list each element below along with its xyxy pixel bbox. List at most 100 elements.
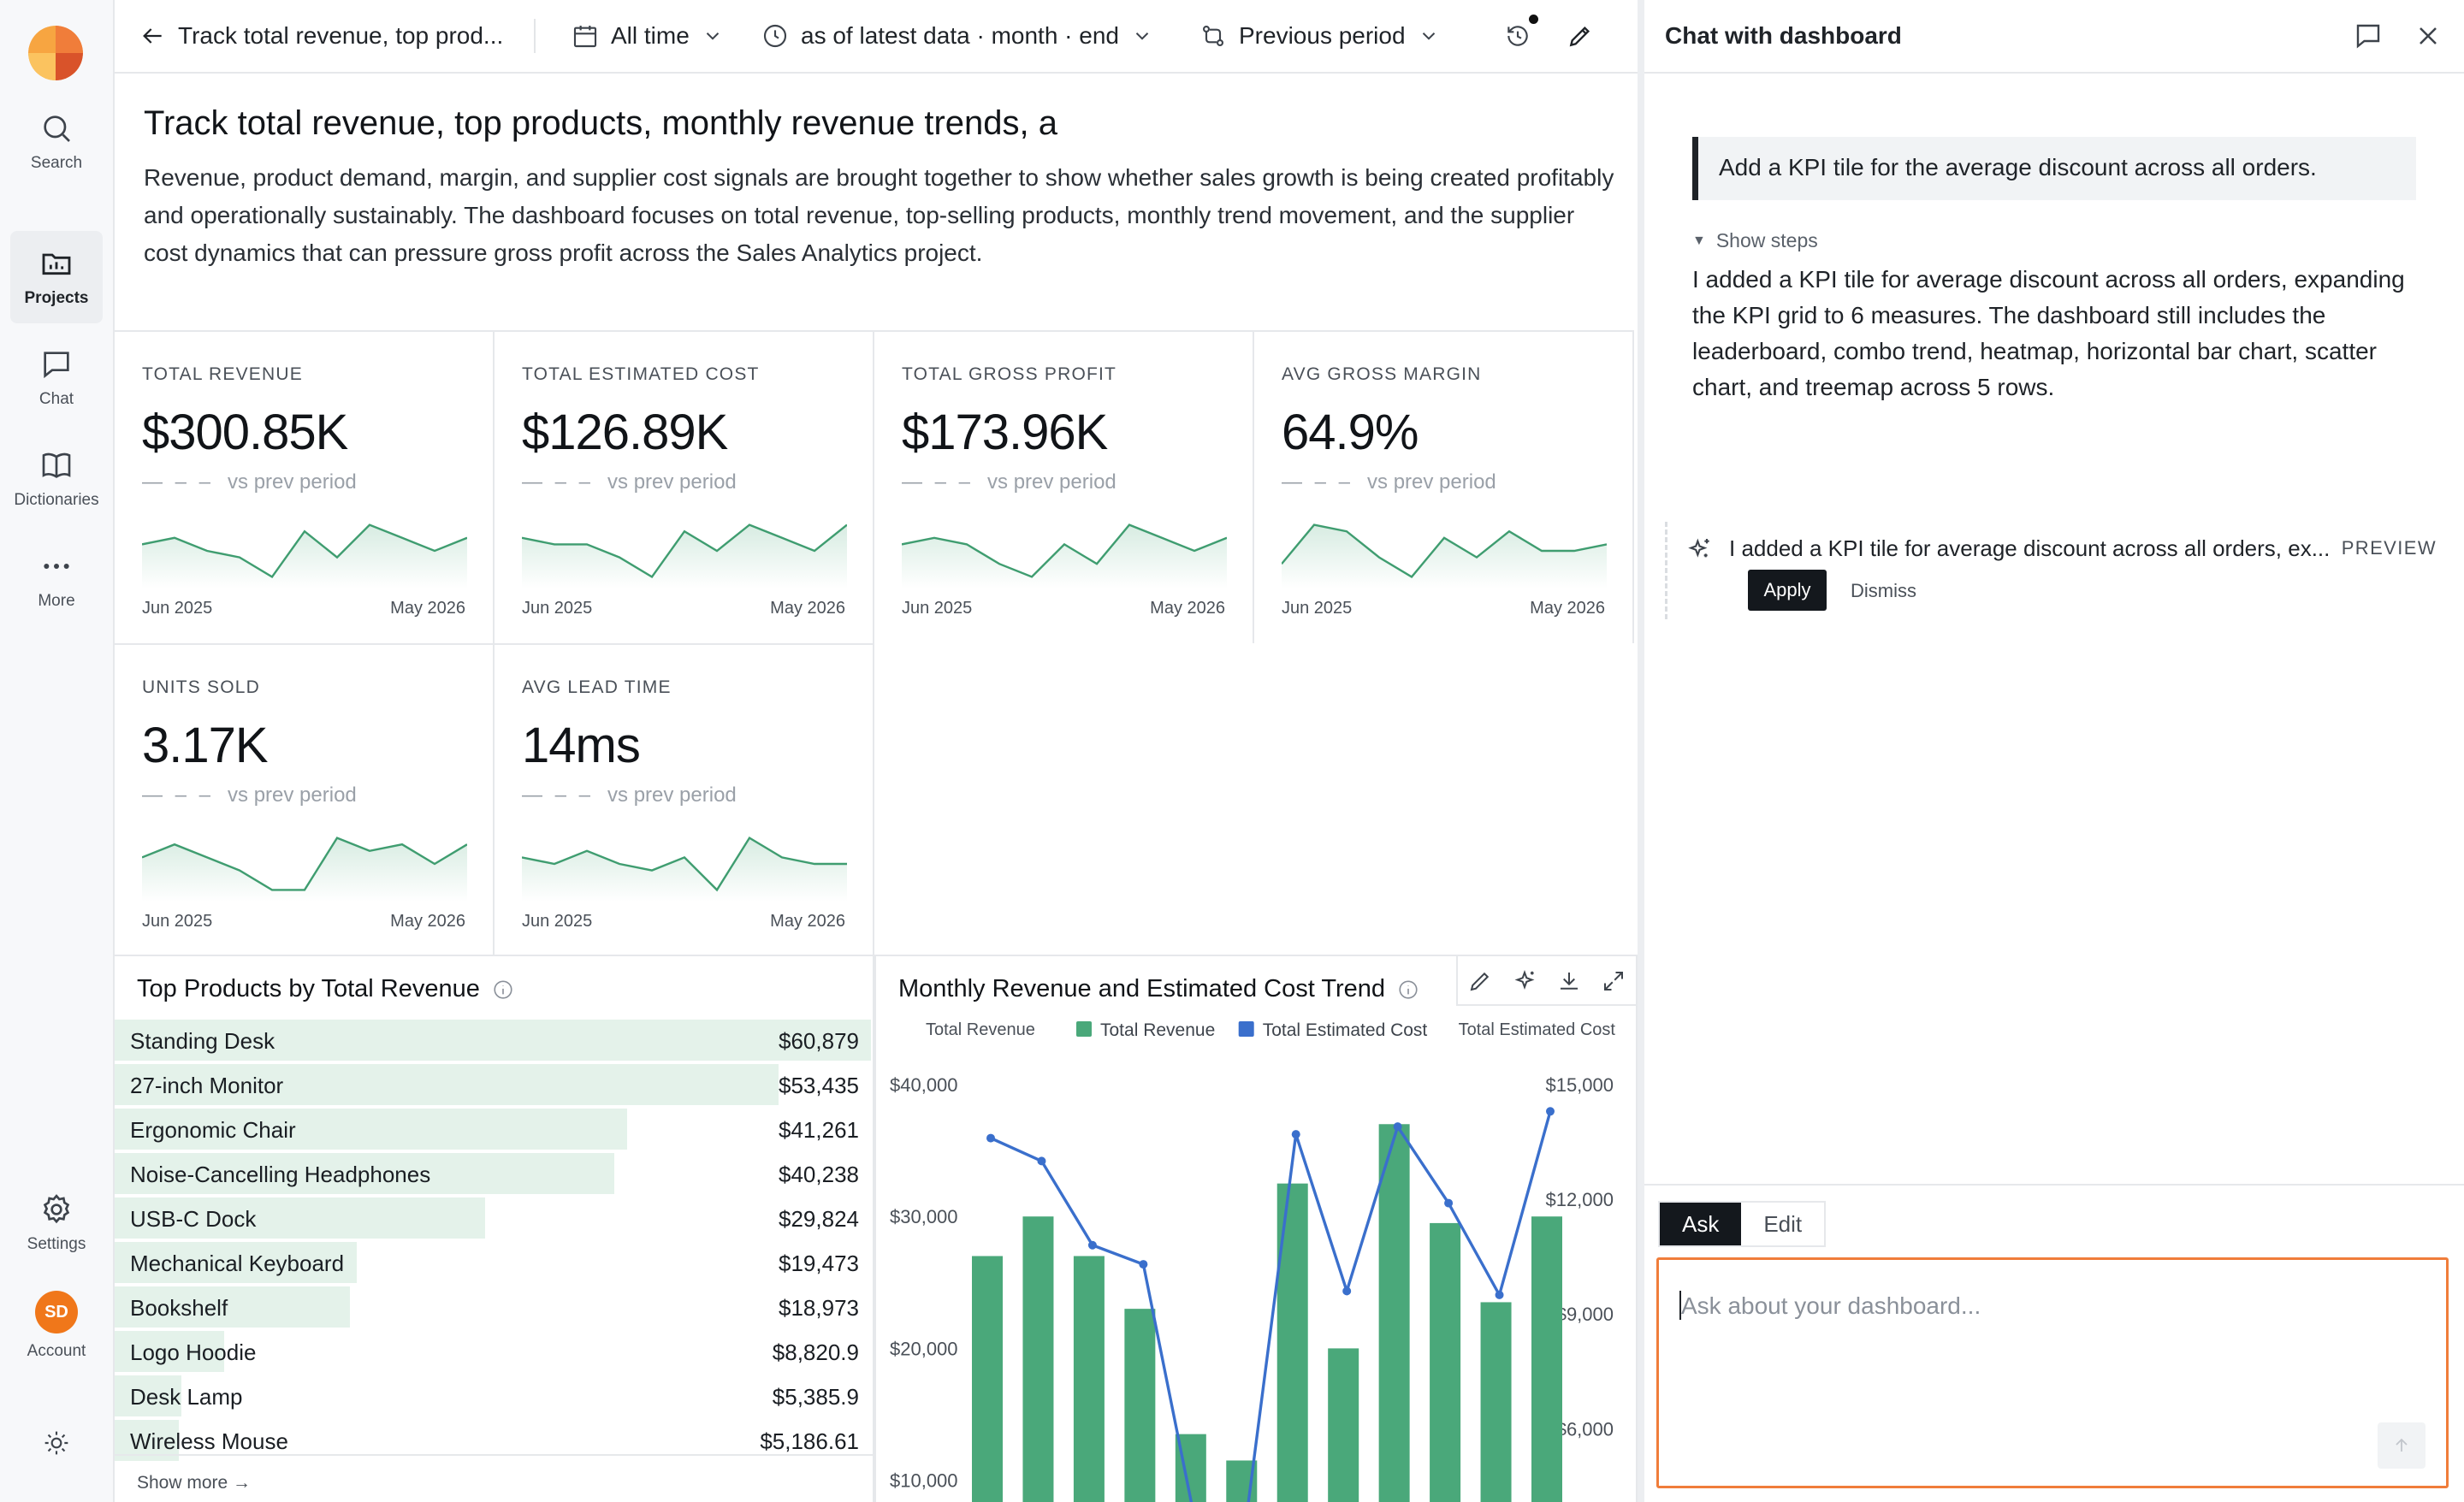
product-revenue: $29,824 xyxy=(779,1206,859,1232)
compare-select[interactable]: Previous period xyxy=(1199,0,1485,73)
apply-button[interactable]: Apply xyxy=(1748,570,1827,611)
sparkline-end-label: May 2026 xyxy=(390,912,465,931)
leaderboard-row[interactable]: Desk Lamp $5,385.9 xyxy=(115,1375,873,1416)
y-axis-right-tick: $15,000 xyxy=(1545,1074,1614,1096)
product-name: Wireless Mouse xyxy=(130,1428,288,1454)
kpi-label: TOTAL ESTIMATED COST xyxy=(522,364,760,384)
app-logo[interactable] xyxy=(28,26,83,80)
as-of-select[interactable]: as of latest data · month · end xyxy=(746,0,1199,73)
leaderboard-row[interactable]: Standing Desk $60,879 xyxy=(115,1020,873,1061)
kpi-tile[interactable]: TOTAL GROSS PROFIT $173.96K — – – vs prev p… xyxy=(874,330,1254,643)
nav-label: More xyxy=(38,592,75,610)
leaderboard-row[interactable]: USB-C Dock $29,824 xyxy=(115,1197,873,1239)
nav-item-dictionaries[interactable]: Dictionaries xyxy=(10,433,103,525)
product-revenue: $5,385.9 xyxy=(772,1384,859,1410)
nav-item-projects[interactable]: Projects xyxy=(10,231,103,323)
leaderboard-row[interactable]: Logo Hoodie $8,820.9 xyxy=(115,1331,873,1372)
history-icon xyxy=(1507,26,1528,46)
calendar-icon xyxy=(573,26,597,48)
product-name: Standing Desk xyxy=(130,1028,275,1054)
nav-label: Search xyxy=(30,154,83,172)
revenue-bar xyxy=(1480,1302,1512,1502)
product-name: Desk Lamp xyxy=(130,1384,243,1410)
theme-toggle[interactable] xyxy=(10,1398,103,1488)
nav-item-more[interactable]: More xyxy=(10,534,103,626)
revenue-bar xyxy=(1276,1183,1308,1502)
chevron-down-icon xyxy=(1135,33,1149,40)
ask-input[interactable]: Ask about your dashboard... xyxy=(1656,1257,2449,1488)
info-icon[interactable] xyxy=(492,979,514,1001)
kpi-label: TOTAL GROSS PROFIT xyxy=(902,364,1117,384)
panel-resize-handle[interactable] xyxy=(1638,0,1644,1502)
triangle-down-icon: ▼ xyxy=(1692,233,1706,248)
back-to-title[interactable]: Track total revenue, top prod... xyxy=(115,0,534,73)
leaderboard-title: Top Products by Total Revenue xyxy=(137,975,480,1002)
cost-line xyxy=(990,1110,1552,1502)
revenue-bar xyxy=(1022,1216,1054,1502)
leaderboard-title-wrap: Top Products by Total Revenue xyxy=(137,975,514,1003)
edit-dashboard-button[interactable] xyxy=(1550,0,1610,73)
nav-item-account[interactable]: SD Account xyxy=(10,1280,103,1372)
revenue-bar xyxy=(1430,1222,1461,1502)
clock-icon xyxy=(763,24,787,48)
kpi-tile[interactable]: AVG GROSS MARGIN 64.9% — – – vs prev period… xyxy=(1254,330,1634,643)
send-button[interactable] xyxy=(2378,1422,2426,1469)
dash-placeholder: — – – xyxy=(522,784,595,807)
chart-download-button[interactable] xyxy=(1547,956,1591,1006)
show-more-link[interactable]: Show more → xyxy=(137,1473,252,1493)
nav-item-chat[interactable]: Chat xyxy=(10,332,103,424)
leaderboard-row[interactable]: Noise-Cancelling Headphones $40,238 xyxy=(115,1153,873,1194)
kpi-tile[interactable]: AVG LEAD TIME 14ms — – – vs prev period Jun … xyxy=(495,643,874,956)
cost-point xyxy=(1037,1156,1046,1166)
close-icon[interactable] xyxy=(2413,21,2443,51)
new-chat-icon[interactable] xyxy=(2353,21,2384,51)
suggestion-text: I added a KPI tile for average discount … xyxy=(1729,535,2331,561)
kpi-tile[interactable]: TOTAL REVENUE $300.85K — – – vs prev period… xyxy=(115,330,495,643)
product-revenue: $19,473 xyxy=(779,1251,859,1276)
chart-ai-button[interactable] xyxy=(1502,956,1547,1006)
leaderboard-row[interactable]: Ergonomic Chair $41,261 xyxy=(115,1109,873,1150)
dash-placeholder: — – – xyxy=(142,784,215,807)
kpi-sparkline xyxy=(142,837,467,902)
kpi-tile[interactable]: UNITS SOLD 3.17K — – – vs prev period Jun 20… xyxy=(115,643,495,956)
dashboard-toolbar: Track total revenue, top prod... All tim… xyxy=(115,0,1638,74)
info-icon[interactable] xyxy=(1397,979,1419,1001)
chart-edit-button[interactable] xyxy=(1458,956,1502,1006)
date-range-select[interactable]: All time xyxy=(536,0,746,73)
version-history-button[interactable] xyxy=(1485,0,1550,73)
product-revenue: $53,435 xyxy=(779,1073,859,1098)
sparkline-line xyxy=(142,837,467,891)
leaderboard-row[interactable]: 27-inch Monitor $53,435 xyxy=(115,1064,873,1105)
revenue-cost-chart-card: Monthly Revenue and Estimated Cost Trend… xyxy=(874,955,1638,1502)
dismiss-button[interactable]: Dismiss xyxy=(1851,580,1916,601)
sparkline-end-label: May 2026 xyxy=(1150,599,1225,618)
leaderboard-row[interactable]: Mechanical Keyboard $19,473 xyxy=(115,1242,873,1283)
y-axis-right-tick: $6,000 xyxy=(1556,1418,1614,1440)
product-revenue: $41,261 xyxy=(779,1117,859,1143)
cost-point xyxy=(1546,1107,1555,1116)
cost-point xyxy=(1495,1290,1504,1299)
legend-swatch xyxy=(1076,1021,1092,1037)
sparkline-end-label: May 2026 xyxy=(390,599,465,618)
nav-item-search[interactable]: Search xyxy=(10,96,103,188)
sparkline-area xyxy=(522,837,847,902)
nav-item-settings[interactable]: Settings xyxy=(10,1177,103,1269)
leaderboard-row[interactable]: Bookshelf $18,973 xyxy=(115,1286,873,1328)
revenue-bar xyxy=(1378,1124,1410,1502)
leaderboard-bar xyxy=(115,1197,485,1239)
chat-title: Chat with dashboard xyxy=(1665,22,1902,49)
sparkline-end-label: May 2026 xyxy=(1530,599,1605,618)
kpi-tile[interactable]: TOTAL ESTIMATED COST $126.89K — – – vs prev… xyxy=(495,330,874,643)
cost-point xyxy=(1444,1198,1454,1208)
product-name: Bookshelf xyxy=(130,1295,228,1321)
tab-ask[interactable]: Ask xyxy=(1660,1203,1742,1245)
tab-edit[interactable]: Edit xyxy=(1763,1210,1803,1237)
show-steps-toggle[interactable]: ▼ Show steps xyxy=(1692,229,1818,252)
kpi-comparison: — – – vs prev period xyxy=(142,470,357,494)
preview-link[interactable]: PREVIEW xyxy=(2341,537,2437,559)
kpi-value: $173.96K xyxy=(902,405,1108,460)
chevron-down-icon xyxy=(706,33,719,40)
cost-point xyxy=(1139,1260,1148,1269)
revenue-bar xyxy=(972,1256,1003,1502)
chart-expand-button[interactable] xyxy=(1591,956,1636,1006)
